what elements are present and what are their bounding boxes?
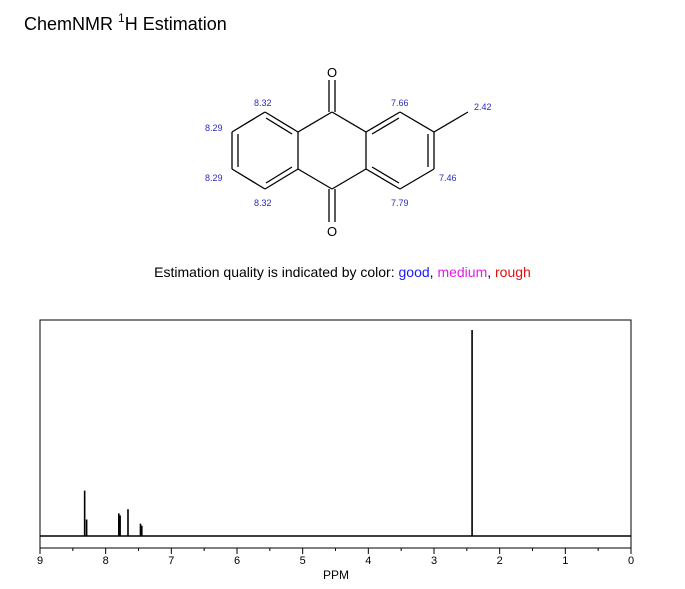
x-axis-label: PPM — [323, 568, 349, 582]
quality-good: good — [398, 264, 430, 280]
x-axis-tick-labels: 9 8 7 6 5 4 3 2 1 0 — [37, 555, 634, 567]
bond — [297, 111, 333, 133]
shift-label: 8.32 — [254, 198, 272, 208]
x-tick-label: 7 — [168, 555, 174, 567]
quality-rough: rough — [495, 264, 531, 280]
x-tick-label: 4 — [365, 555, 371, 567]
bond — [365, 168, 401, 190]
quality-text: Estimation quality is indicated by color… — [154, 264, 399, 280]
shift-label: 7.46 — [439, 173, 457, 183]
x-tick-label: 6 — [234, 555, 240, 567]
bond — [264, 111, 299, 133]
shift-label: 7.66 — [391, 98, 409, 108]
shift-label: 8.29 — [205, 123, 223, 133]
bond-double — [265, 117, 293, 135]
x-tick-label: 1 — [562, 555, 568, 567]
shift-label: 2.42 — [474, 102, 492, 112]
bond — [264, 168, 299, 190]
bond — [231, 111, 266, 133]
atom-oxygen-bottom: O — [327, 224, 337, 239]
shift-label: 8.32 — [254, 98, 272, 108]
bond — [331, 168, 367, 190]
bond — [297, 168, 333, 190]
bond-double — [265, 166, 293, 184]
atom-oxygen-top: O — [327, 65, 337, 80]
shift-label: 8.29 — [205, 173, 223, 183]
quality-separator: , — [487, 264, 496, 280]
x-axis-ticks — [39, 548, 632, 554]
bond-double — [371, 166, 400, 184]
shift-label: 7.79 — [391, 198, 409, 208]
peak-group — [83, 330, 473, 536]
quality-separator: , — [429, 264, 438, 280]
molecule-structure: O O 8.32 8.29 8.29 8.32 7.79 7.46 7.66 2… — [205, 65, 492, 239]
bond — [365, 111, 401, 133]
bond — [231, 168, 266, 190]
title-prefix: ChemNMR — [24, 14, 119, 34]
quality-legend: Estimation quality is indicated by color… — [0, 264, 685, 280]
bond — [399, 111, 435, 133]
x-tick-label: 9 — [37, 555, 43, 567]
title-superscript: 1 — [118, 11, 125, 25]
x-tick-label: 5 — [300, 555, 306, 567]
title-suffix: H Estimation — [124, 14, 227, 34]
page-title: ChemNMR 1H Estimation — [24, 11, 227, 35]
bond-double — [371, 117, 400, 135]
quality-medium: medium — [437, 264, 488, 280]
bond — [331, 111, 367, 133]
x-tick-label: 0 — [628, 555, 634, 567]
bond-methyl — [433, 111, 469, 133]
bond — [399, 168, 435, 190]
x-tick-label: 2 — [497, 555, 503, 567]
x-tick-label: 3 — [431, 555, 437, 567]
x-tick-label: 8 — [103, 555, 109, 567]
molecule-bonds — [231, 80, 469, 222]
